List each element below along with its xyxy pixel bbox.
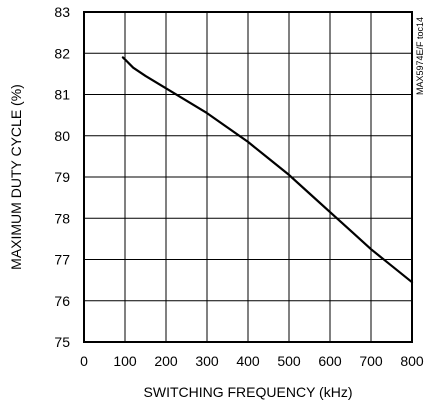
plot-frame — [83, 11, 413, 343]
y-tick-label: 77 — [54, 252, 70, 268]
grid — [83, 11, 413, 343]
x-tick-label: 100 — [113, 353, 137, 369]
x-tick-label: 700 — [359, 353, 383, 369]
y-tick-labels: 75 76 77 78 79 80 81 82 83 — [54, 4, 70, 350]
y-axis-label: MAXIMUM DUTY CYCLE (%) — [8, 84, 24, 270]
x-tick-label: 600 — [318, 353, 342, 369]
y-tick-label: 78 — [54, 210, 70, 226]
y-tick-label: 76 — [54, 293, 70, 309]
x-tick-label: 300 — [195, 353, 219, 369]
figure-id-label: MAX5974E/F toc14 — [415, 17, 425, 95]
x-tick-label: 0 — [80, 353, 88, 369]
y-tick-label: 80 — [54, 128, 70, 144]
y-tick-label: 83 — [54, 4, 70, 20]
x-axis-label: SWITCHING FREQUENCY (kHz) — [144, 384, 353, 400]
x-tick-label: 400 — [236, 353, 260, 369]
x-tick-label: 200 — [154, 353, 178, 369]
x-tick-labels: 0 100 200 300 400 500 600 700 800 — [80, 353, 424, 369]
y-tick-label: 82 — [54, 45, 70, 61]
y-tick-label: 79 — [54, 169, 70, 185]
x-tick-label: 500 — [277, 353, 301, 369]
y-tick-label: 81 — [54, 87, 70, 103]
series-line — [121, 56, 414, 284]
y-tick-label: 75 — [54, 334, 70, 350]
x-tick-label: 800 — [400, 353, 424, 369]
